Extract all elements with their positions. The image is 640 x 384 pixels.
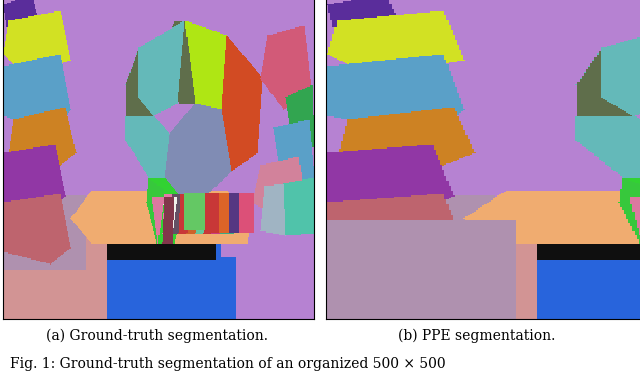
- Text: Fig. 1: Ground-truth segmentation of an organized 500 × 500: Fig. 1: Ground-truth segmentation of an …: [10, 357, 445, 371]
- Text: (b) PPE segmentation.: (b) PPE segmentation.: [398, 328, 556, 343]
- Text: (a) Ground-truth segmentation.: (a) Ground-truth segmentation.: [46, 328, 268, 343]
